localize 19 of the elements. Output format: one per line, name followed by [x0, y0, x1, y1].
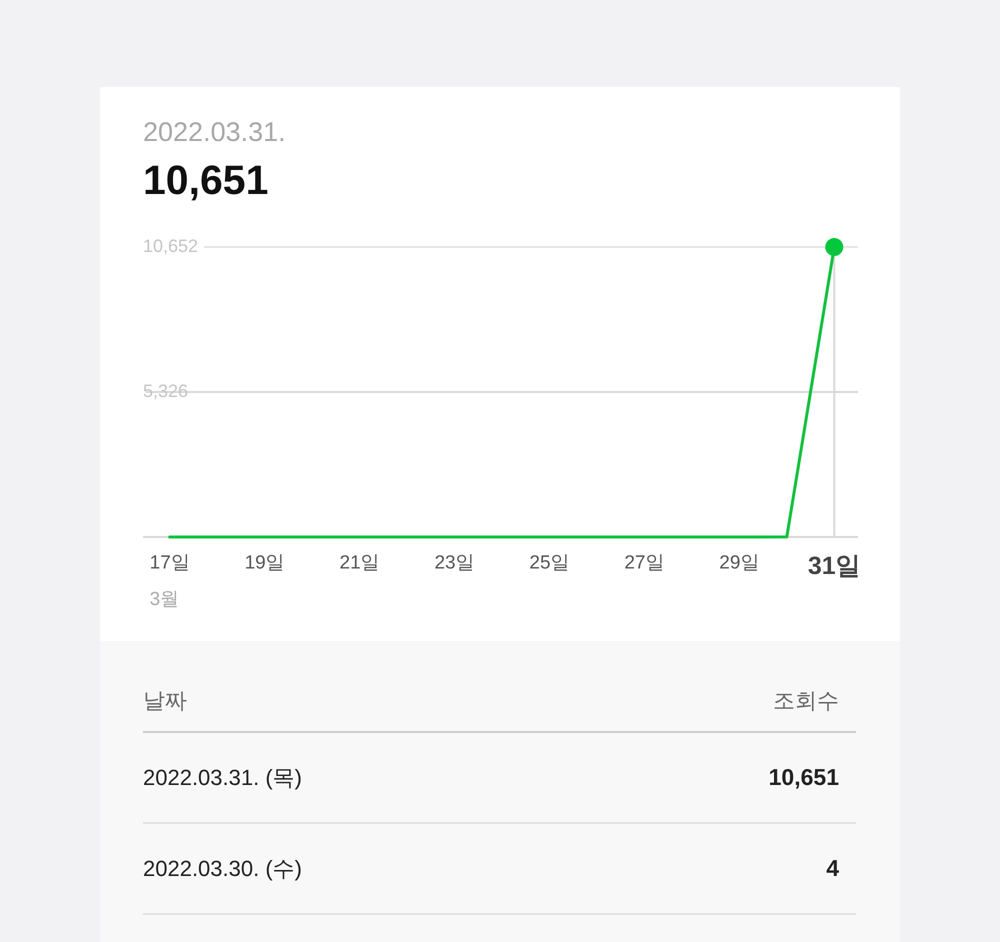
y-tick-label: 5,326	[143, 380, 188, 401]
x-tick-label: 21일	[340, 552, 380, 574]
text: 3월	[150, 589, 180, 610]
chart-subtitle: 10,651	[143, 157, 268, 203]
x-tick-label: 19일	[244, 552, 285, 574]
x-tick-label: 25일	[529, 552, 570, 574]
text: 2022.03.31. (목)	[143, 764, 302, 792]
y-tick-label: 10,652	[143, 236, 198, 256]
text: 조회수	[773, 687, 839, 715]
text: 10,651	[768, 763, 839, 792]
x-tick-label: 23일	[434, 552, 475, 574]
x-tick-label: 29일	[719, 552, 760, 574]
text: 2022.03.30. (수)	[143, 855, 302, 883]
text: 날짜	[143, 687, 187, 715]
text: 4	[826, 854, 839, 883]
x-tick-label: 27일	[624, 552, 664, 574]
x-tick-label: 31일	[808, 552, 861, 580]
x-tick-label: 17일	[150, 552, 190, 574]
chart-title: 2022.03.31.	[143, 116, 286, 148]
